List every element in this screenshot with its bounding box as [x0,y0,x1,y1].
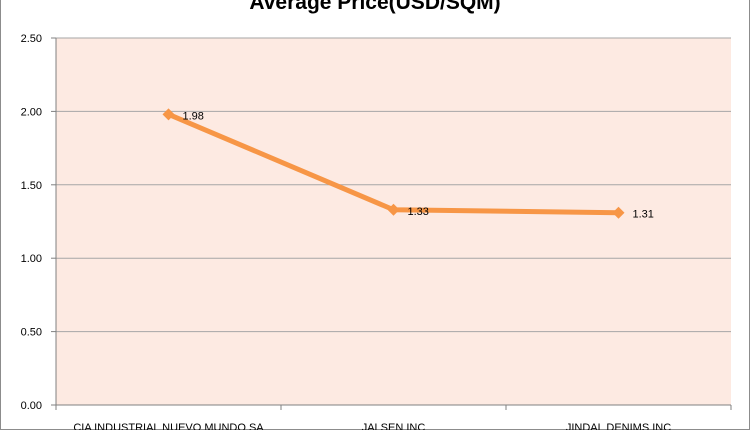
y-tick-label: 0.50 [21,327,42,339]
data-label: 1.98 [183,110,204,122]
plot-area [56,38,731,405]
data-label: 1.33 [408,206,429,218]
y-tick-label: 2.00 [21,106,42,118]
data-labels: 1.98 1.33 1.31 [183,110,654,220]
data-point-marker [162,108,175,121]
y-tick-label: 2.50 [21,33,42,45]
y-axis-ticks: 0.00 0.50 1.00 1.50 2.00 2.50 [21,33,56,412]
y-tick-label: 1.50 [21,180,42,192]
chart-title: Average Price(USD/SQM) [249,0,501,14]
x-category-label: JINDAL DENIMS INC [566,422,671,430]
y-tick-label: 0.00 [21,400,42,412]
x-category-label: CIA INDUSTRIAL NUEVO MUNDO SA [73,422,264,430]
x-axis-categories: CIA INDUSTRIAL NUEVO MUNDO SA JALSEN INC J… [55,405,732,430]
data-point-marker [387,203,400,216]
data-point-marker [612,206,625,219]
y-tick-label: 1.00 [21,253,42,265]
series-group [162,108,625,219]
data-label: 1.31 [633,209,654,221]
x-category-label: JALSEN INC [362,422,426,430]
axes [55,38,731,406]
